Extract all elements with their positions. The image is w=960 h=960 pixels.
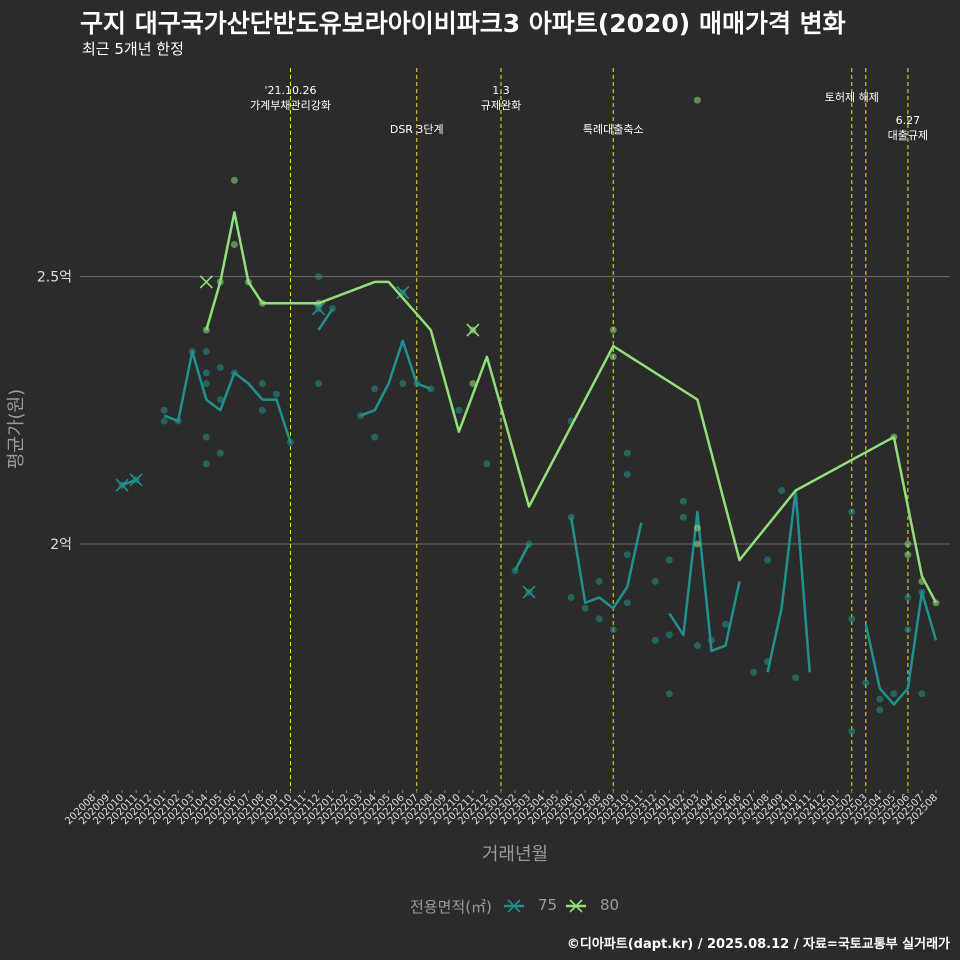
data-point-80: [609, 353, 617, 361]
event-label: DSR 3단계: [390, 123, 444, 136]
data-point-75: [848, 615, 856, 623]
data-point-75: [651, 577, 659, 585]
source-caption: ©디아파트(dapt.kr) / 2025.08.12 / 자료=국토교통부 실…: [566, 937, 950, 952]
cancel-marker-75: [115, 478, 129, 492]
data-point-75: [904, 626, 912, 634]
series-line-75: [513, 543, 531, 572]
data-point-75: [455, 406, 463, 414]
data-point-75: [665, 690, 673, 698]
data-point-75: [202, 380, 210, 388]
data-point-75: [876, 706, 884, 714]
series-line-75: [569, 516, 643, 610]
data-point-75: [202, 460, 210, 468]
series-line-75: [163, 350, 292, 443]
data-point-75: [609, 626, 617, 634]
series-line-75: [317, 308, 334, 331]
y-tick-label: 2.5억: [37, 270, 72, 286]
data-point-80: [693, 524, 701, 532]
data-point-75: [315, 273, 323, 281]
data-point-75: [848, 727, 856, 735]
data-point-80: [230, 176, 238, 184]
legend-label-80: 80: [600, 896, 620, 914]
event-label: 6.27 대출규제: [888, 114, 928, 142]
data-point-75: [904, 593, 912, 601]
data-point-75: [778, 487, 786, 495]
series-line-75: [766, 489, 811, 673]
data-point-75: [623, 449, 631, 457]
legend-label-75: 75: [538, 896, 558, 914]
data-point-75: [258, 406, 266, 414]
event-label: 토허제 해제: [825, 90, 879, 104]
data-point-75: [202, 369, 210, 377]
data-point-75: [202, 347, 210, 355]
data-point-75: [595, 615, 603, 623]
data-point-75: [216, 449, 224, 457]
data-point-75: [764, 556, 772, 564]
data-point-75: [623, 551, 631, 559]
legend-key-75-x: [507, 899, 521, 913]
data-point-75: [581, 604, 589, 612]
data-point-75: [890, 690, 898, 698]
cancel-marker-75: [311, 302, 326, 316]
series-line-75: [668, 510, 741, 653]
data-point-80: [693, 540, 701, 548]
data-point-75: [848, 508, 856, 516]
data-point-75: [216, 363, 224, 371]
cancel-marker-75: [129, 473, 143, 487]
data-point-75: [371, 433, 379, 441]
event-label: 특례대출축소: [583, 123, 644, 136]
data-point-75: [258, 380, 266, 388]
y-axis-title: 평균가(원): [6, 389, 27, 469]
cancel-marker-80: [199, 275, 213, 289]
cancel-marker-75: [522, 585, 536, 599]
series-line-75: [864, 590, 938, 706]
data-point-75: [272, 390, 280, 398]
data-point-75: [918, 690, 926, 698]
data-point-80: [469, 380, 477, 388]
data-point-75: [315, 380, 323, 388]
data-point-75: [371, 385, 379, 393]
series-line-80: [205, 211, 938, 604]
data-point-75: [679, 513, 687, 521]
chart-subtitle: 최근 5개년 한정: [82, 40, 184, 58]
data-point-75: [623, 470, 631, 478]
x-axis-title: 거래년월: [482, 844, 548, 865]
legend-key-80-x: [569, 899, 583, 913]
legend-title: 전용면적(㎡): [410, 898, 492, 916]
cancel-marker-75: [396, 286, 410, 300]
data-point-75: [623, 599, 631, 607]
data-point-75: [792, 674, 800, 682]
cancel-marker-80: [466, 323, 480, 337]
y-tick-label: 2억: [50, 537, 72, 553]
data-point-75: [862, 679, 870, 687]
data-point-75: [160, 417, 168, 425]
data-point-75: [216, 396, 224, 404]
data-point-75: [876, 695, 884, 703]
event-label: '21.10.26 가계부채관리강화: [250, 84, 331, 112]
data-point-75: [483, 460, 491, 468]
data-point-80: [230, 240, 238, 248]
data-point-75: [665, 631, 673, 639]
data-point-75: [750, 668, 758, 676]
outlier-point-80: [693, 96, 701, 104]
data-point-80: [609, 326, 617, 334]
series-line-75: [121, 478, 137, 487]
data-point-75: [665, 556, 673, 564]
series-line-75: [360, 339, 432, 417]
chart-title: 구지 대구국가산단반도유보라아이비파크3 아파트(2020) 매매가격 변화: [80, 9, 846, 38]
data-point-75: [693, 642, 701, 650]
data-point-75: [651, 636, 659, 644]
data-point-75: [595, 577, 603, 585]
data-point-80: [904, 540, 912, 548]
data-point-75: [160, 406, 168, 414]
data-point-75: [399, 380, 407, 388]
data-point-75: [567, 593, 575, 601]
data-point-75: [721, 620, 729, 628]
data-point-75: [202, 433, 210, 441]
event-label: 1.3 규제완화: [481, 84, 521, 112]
data-point-80: [904, 551, 912, 559]
data-point-75: [679, 497, 687, 505]
